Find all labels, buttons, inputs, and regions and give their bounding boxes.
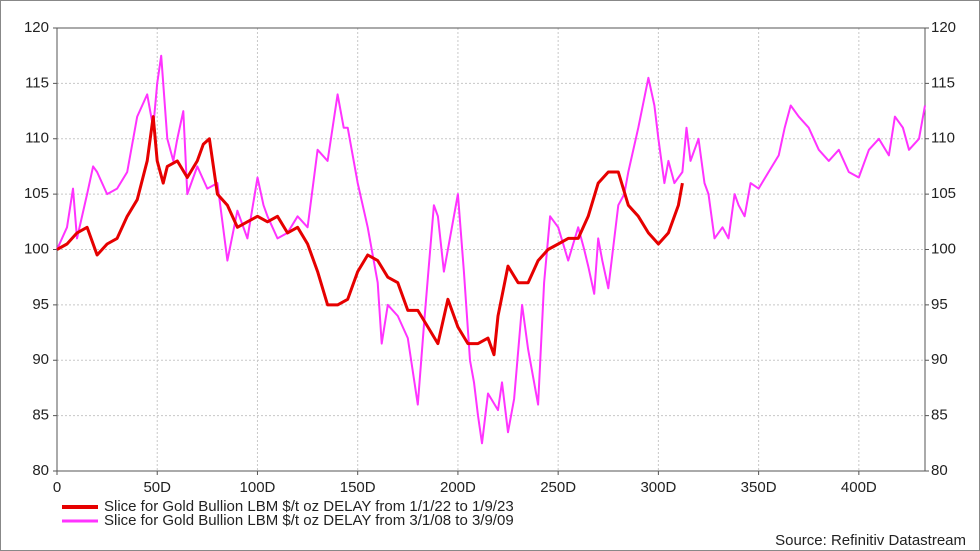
y-tick-label: 80 (32, 462, 49, 479)
legend-label: Slice for Gold Bullion LBM $/t oz DELAY … (104, 498, 514, 515)
y2-tick-label: 120 (931, 19, 956, 36)
y2-tick-label: 105 (931, 185, 956, 202)
series-line (56, 115, 684, 357)
y2-tick-label: 100 (931, 240, 956, 257)
x-tick-label: 0 (53, 479, 61, 496)
series-line (56, 54, 926, 445)
x-tick-label: 350D (741, 479, 777, 496)
y2-tick-label: 115 (931, 74, 955, 91)
y-tick-label: 85 (32, 407, 49, 424)
x-tick-label: 50D (143, 479, 171, 496)
x-tick-label: 100D (240, 479, 276, 496)
y2-tick-label: 95 (931, 296, 948, 313)
y-tick-label: 110 (25, 130, 49, 147)
y-tick-label: 120 (24, 19, 49, 36)
x-tick-label: 300D (640, 479, 676, 496)
y2-tick-label: 85 (931, 407, 948, 424)
y2-tick-label: 110 (931, 130, 955, 147)
legend-label: Slice for Gold Bullion LBM $/t oz DELAY … (104, 512, 514, 529)
y-tick-label: 90 (32, 351, 49, 368)
x-tick-label: 150D (340, 479, 376, 496)
y-tick-label: 100 (24, 240, 49, 257)
y2-tick-label: 90 (931, 351, 948, 368)
source: Source: Refinitiv Datastream (775, 532, 966, 549)
x-tick-label: 200D (440, 479, 476, 496)
y2-tick-label: 80 (931, 462, 948, 479)
y-tick-label: 95 (32, 296, 49, 313)
y-tick-label: 105 (24, 185, 49, 202)
y-tick-label: 115 (25, 74, 49, 91)
x-tick-label: 250D (540, 479, 576, 496)
x-tick-label: 400D (841, 479, 877, 496)
